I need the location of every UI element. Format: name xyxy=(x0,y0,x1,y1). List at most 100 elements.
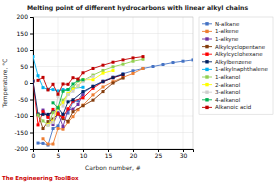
data-point xyxy=(67,107,70,110)
legend-swatch xyxy=(205,106,208,109)
data-point xyxy=(37,79,40,82)
tick-mark xyxy=(30,67,33,68)
tick: 30 xyxy=(180,149,188,159)
data-point xyxy=(52,111,55,114)
tick-label: 20 xyxy=(130,152,138,159)
legend-label: 1-alkanol xyxy=(215,74,241,80)
tick: 25 xyxy=(155,149,163,159)
legend-swatch xyxy=(205,22,208,25)
data-point xyxy=(132,56,135,59)
data-point xyxy=(112,69,115,72)
legend-swatch xyxy=(205,91,208,94)
tick-label: 15 xyxy=(105,152,113,159)
tick-label: -200 xyxy=(14,145,28,152)
tick-label: -50 xyxy=(18,96,28,103)
data-point xyxy=(37,113,40,116)
data-point xyxy=(122,72,125,75)
data-point xyxy=(37,123,40,126)
tick: 10 xyxy=(80,149,88,159)
series xyxy=(37,77,125,130)
data-point xyxy=(122,73,125,76)
data-point xyxy=(82,71,85,74)
series xyxy=(33,73,125,126)
data-point xyxy=(172,61,175,64)
tick: 200 xyxy=(17,13,33,20)
data-point xyxy=(77,78,80,81)
legend-item: N-alkane xyxy=(202,21,240,27)
data-point xyxy=(67,88,70,91)
data-point xyxy=(72,110,75,113)
tick-label: 50 xyxy=(20,63,28,70)
tick: 100 xyxy=(17,46,33,53)
data-point xyxy=(142,67,145,70)
axis-line xyxy=(30,18,34,150)
data-point xyxy=(37,114,40,117)
legend-label: 1-alkene xyxy=(215,28,239,34)
plot-frame xyxy=(33,17,193,149)
data-point xyxy=(162,63,165,66)
series-layer xyxy=(33,55,193,146)
legend-swatch xyxy=(205,83,208,86)
data-point xyxy=(47,116,50,119)
data-point xyxy=(42,86,45,89)
data-point xyxy=(102,80,105,83)
data-point xyxy=(92,78,95,81)
series-line xyxy=(38,60,193,145)
series xyxy=(47,75,95,127)
tick-label: -150 xyxy=(14,129,28,136)
legend-item: Alkylcyclopentane xyxy=(202,44,266,51)
series xyxy=(42,67,145,146)
tick: 0 xyxy=(32,149,36,159)
legend-swatch xyxy=(205,75,208,78)
data-point xyxy=(52,88,55,91)
data-point xyxy=(77,84,80,87)
data-point xyxy=(52,83,55,86)
data-point xyxy=(67,88,70,91)
data-point xyxy=(92,75,95,78)
series-line xyxy=(48,76,93,125)
data-point xyxy=(47,123,50,126)
data-point xyxy=(112,65,115,68)
data-point xyxy=(52,121,55,124)
series xyxy=(47,69,115,126)
legend-item: 1-alkene xyxy=(202,28,239,34)
series xyxy=(33,73,125,116)
data-point xyxy=(72,87,75,90)
data-point xyxy=(122,58,125,61)
series-line xyxy=(53,80,83,108)
data-point xyxy=(42,127,45,130)
data-point xyxy=(62,125,65,128)
tick: -150 xyxy=(14,129,33,136)
data-point xyxy=(62,128,65,131)
grid xyxy=(33,17,193,149)
y-axis-title: Temperature, °C xyxy=(1,58,9,108)
grid-line xyxy=(33,50,193,51)
data-point xyxy=(92,99,95,102)
data-point xyxy=(67,120,70,123)
data-point xyxy=(47,123,50,126)
data-point xyxy=(102,80,105,83)
tick-mark xyxy=(30,50,33,51)
data-point xyxy=(77,103,80,106)
plot: 051015202530-200-150-100-50050100150200 xyxy=(14,13,194,159)
data-point xyxy=(142,58,145,61)
series xyxy=(42,93,85,128)
legend-label: Alkanoic acid xyxy=(215,104,251,110)
data-point xyxy=(112,76,115,79)
data-point xyxy=(82,104,85,107)
data-point xyxy=(52,111,55,114)
data-point xyxy=(62,113,65,116)
series xyxy=(37,58,145,127)
data-point xyxy=(67,93,70,96)
data-point xyxy=(102,90,105,93)
legend-label: Alkylcyclohexane xyxy=(215,51,263,58)
tick: 15 xyxy=(105,149,113,159)
annotation: The Engineering ToolBox xyxy=(2,175,79,182)
data-point xyxy=(92,85,95,88)
data-point xyxy=(82,79,85,82)
data-point xyxy=(42,119,45,122)
data-point xyxy=(52,127,55,130)
series-line xyxy=(33,57,83,91)
legend-swatch xyxy=(205,37,208,40)
data-point xyxy=(57,124,60,127)
